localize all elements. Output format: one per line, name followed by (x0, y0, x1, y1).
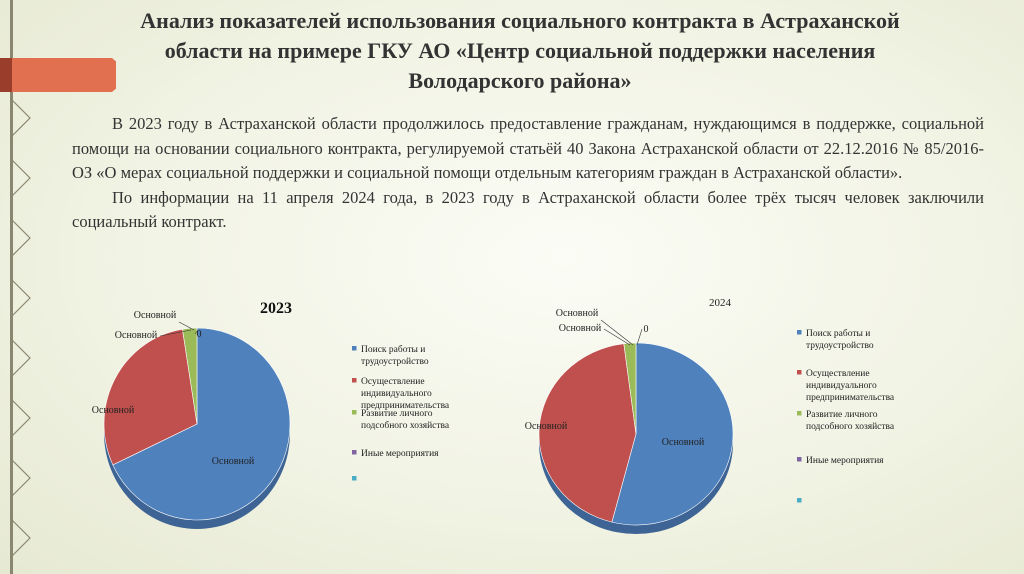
data-label: Основной (559, 323, 602, 334)
legend-marker (352, 378, 357, 383)
data-label: Основной (662, 437, 705, 448)
pie-charts-area: 2023 Основной Основной Основной Основной 0 Пои… (92, 297, 895, 534)
legend-entry: подсобного хозяйства (806, 421, 895, 432)
pie-slice (103, 328, 198, 466)
chart-title: 2024 (709, 297, 732, 309)
pie-slice (112, 327, 291, 521)
paragraph-1: В 2023 году в Астраханской области продо… (72, 114, 984, 182)
slide-title: Анализ показателей использования социаль… (140, 8, 900, 93)
leader-line (194, 329, 199, 335)
accent-arrow-bar (0, 58, 116, 92)
pie-chart-2024: 2024 Основной Основной Основной Основной 0 Пои… (525, 297, 895, 534)
pie-slice (182, 327, 198, 425)
data-label: Основной (134, 310, 177, 321)
legend-entry: трудоустройство (361, 356, 429, 367)
data-label: Основной (556, 308, 599, 319)
body-text: В 2023 году в Астраханской области продо… (72, 112, 984, 235)
chart-title: 2023 (260, 300, 292, 317)
data-label: Основной (212, 456, 255, 467)
pie-chart-2023: 2023 Основной Основной Основной Основной 0 Пои… (92, 300, 450, 529)
legend-marker (797, 330, 802, 335)
legend-marker (797, 370, 802, 375)
legend-marker (797, 411, 802, 416)
legend-entry: Развитие личного (806, 410, 878, 420)
data-label: 0 (644, 324, 649, 335)
legend-marker (797, 498, 802, 503)
legend-marker (352, 476, 357, 481)
legend-entry: предпринимательства (806, 393, 895, 403)
data-label: Основной (115, 330, 158, 341)
leader-line (636, 328, 643, 346)
legend-entry: Поиск работы и (806, 328, 870, 339)
legend-marker (352, 346, 357, 351)
legend-entry: Иные мероприятия (361, 449, 439, 459)
legend-entry: подсобного хозяйства (361, 420, 450, 431)
legend-entry: Осуществление (361, 377, 425, 387)
paragraph-2: По информации на 11 апреля 2024 года, в … (72, 187, 984, 232)
legend-entry: индивидуального (806, 381, 877, 391)
accent-bar-edge (0, 58, 12, 92)
pie-slice (611, 342, 734, 526)
leader-line (178, 321, 195, 331)
legend-entry: индивидуального (361, 389, 432, 399)
side-decor-line (10, 0, 13, 574)
data-label: Основной (525, 421, 568, 432)
leader-line (159, 329, 192, 337)
data-label: 0 (197, 329, 202, 340)
pie-slice (538, 343, 637, 523)
leader-line (603, 328, 631, 346)
legend-entry: Иные мероприятия (806, 456, 884, 466)
legend-entry: Поиск работы и (361, 344, 425, 355)
legend-entry: Развитие личного (361, 409, 433, 419)
legend-entry: предпринимательства (361, 401, 450, 411)
side-triangle-decor (11, 99, 31, 557)
legend-marker (797, 457, 802, 462)
pie-slice (623, 342, 637, 435)
legend-entry: Осуществление (806, 369, 870, 379)
legend-marker (352, 450, 357, 455)
data-label: Основной (92, 405, 135, 416)
leader-line (600, 319, 634, 346)
legend-entry: трудоустройство (806, 340, 874, 351)
legend-marker (352, 410, 357, 415)
